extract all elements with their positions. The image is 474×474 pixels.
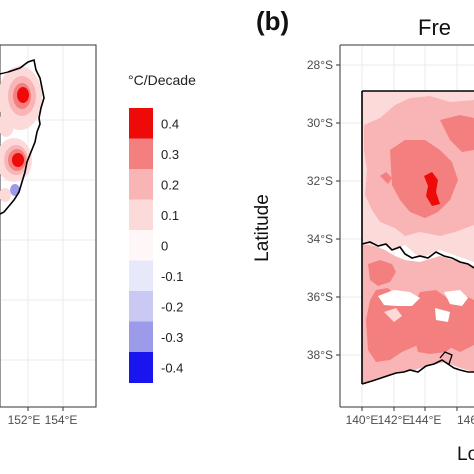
legend-label: -0.1	[161, 269, 183, 284]
legend-swatch	[129, 169, 153, 200]
x-tick-label: 144°E	[409, 413, 442, 427]
colorbar-legend: °C/Decade 0.4 0.3 0.2 0.1 0 -0.1 -0.2 -0.3 -0.4	[128, 72, 196, 383]
legend-label: -0.3	[161, 330, 183, 345]
y-tick-label: 30°S	[307, 116, 333, 130]
vic-coastline	[361, 359, 474, 385]
panel-b-x-tick-labels: 140°E 142°E 144°E 146	[346, 413, 474, 427]
legend-swatch	[129, 199, 153, 231]
panel-b-y-tick-labels: 28°S 30°S 32°S 34°S 36°S 38°S	[307, 58, 333, 362]
x-tick-label: 146	[457, 413, 474, 427]
legend-label: 0.2	[161, 177, 179, 192]
y-tick-label: 36°S	[307, 290, 333, 304]
panel-b-title: Fre	[418, 15, 451, 40]
nsw-warming-field	[362, 91, 474, 262]
legend-label: 0.4	[161, 116, 179, 131]
panel-b-y-tick-marks	[336, 64, 340, 356]
legend-labels: 0.4 0.3 0.2 0.1 0 -0.1 -0.2 -0.3 -0.4	[161, 116, 183, 375]
nsw-vic-border	[361, 241, 474, 269]
y-tick-label: 38°S	[307, 348, 333, 362]
port-phillip-bay	[439, 351, 453, 365]
y-tick-label: 34°S	[307, 232, 333, 246]
legend-title: °C/Decade	[128, 72, 196, 88]
x-tick-label: 140°E	[346, 413, 379, 427]
x-axis-title: Lo	[457, 444, 474, 465]
panel-b: (b) Fre Latitude	[252, 6, 474, 465]
panel-a-warming-patches	[0, 66, 42, 202]
y-axis-title: Latitude	[252, 194, 273, 262]
panel-a-coastline	[0, 58, 45, 215]
legend-label: 0.1	[161, 208, 179, 223]
panel-b-x-tick-marks	[361, 407, 458, 411]
y-tick-label: 28°S	[307, 58, 333, 72]
vic-warming-field	[362, 244, 474, 384]
x-tick-label: 142°E	[378, 413, 411, 427]
legend-swatch	[129, 352, 153, 383]
panel-a-border	[0, 71, 9, 75]
legend-label: 0.3	[161, 147, 179, 162]
panel-a-x-tick-label: 152°E	[8, 413, 41, 427]
legend-label: 0	[161, 238, 168, 253]
legend-swatches	[129, 108, 153, 383]
panel-a-x-tick-marks	[27, 407, 64, 411]
panel-a: 152°E 154°E	[0, 44, 97, 427]
panel-b-label: (b)	[256, 6, 289, 36]
panel-a-x-tick-label: 154°E	[45, 413, 78, 427]
legend-swatch	[129, 108, 153, 139]
y-tick-label: 32°S	[307, 174, 333, 188]
legend-swatch	[129, 291, 153, 322]
legend-swatch	[129, 138, 153, 170]
legend-swatch	[129, 321, 153, 353]
legend-swatch	[129, 230, 153, 261]
legend-swatch	[129, 260, 153, 292]
legend-label: -0.4	[161, 360, 183, 375]
legend-label: -0.2	[161, 299, 183, 314]
